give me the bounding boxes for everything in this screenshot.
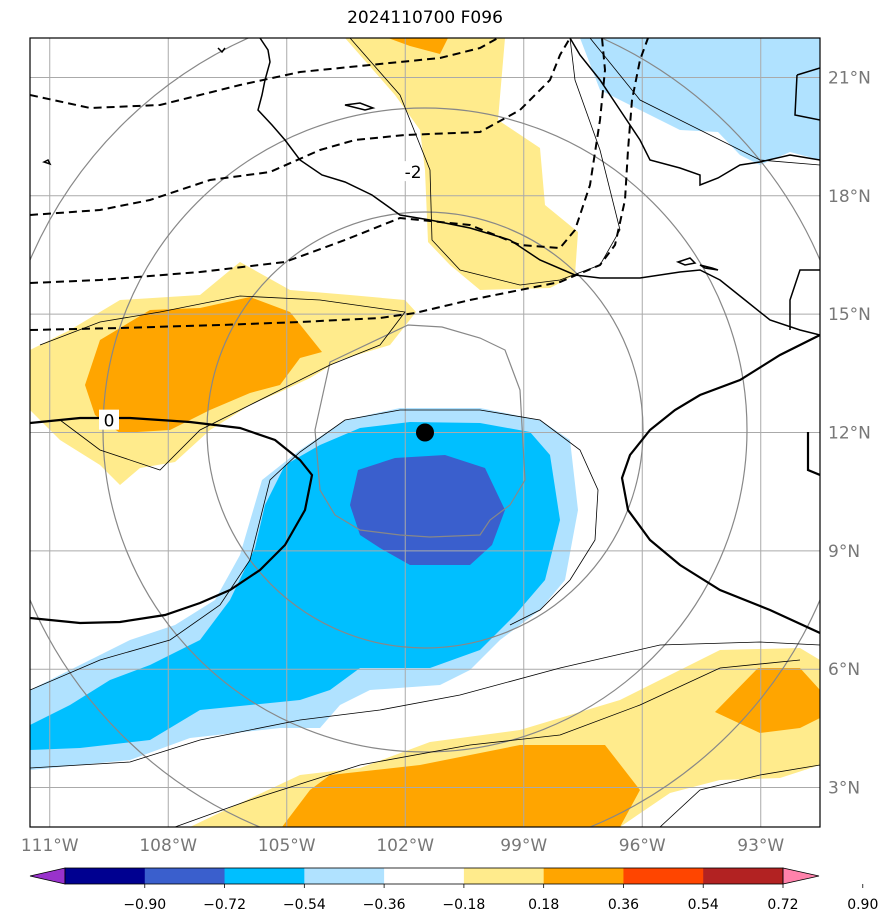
zero-contour-northeast <box>806 432 820 477</box>
thin-contours <box>30 38 820 827</box>
longitude-label-4: 99°W <box>500 836 547 856</box>
positive-anomaly-region-north <box>345 38 578 290</box>
contour-label-1: 0 <box>104 412 115 432</box>
colorbar-label-3: −0.36 <box>363 897 406 913</box>
storm-center-marker <box>416 423 434 442</box>
dashed-contour-4 <box>30 38 649 331</box>
dashed-contours <box>30 38 649 331</box>
range-circle-inner <box>314 324 526 538</box>
map-title: 2024110700 F096 <box>347 8 503 28</box>
coastline-baja <box>217 47 226 54</box>
colorbar-label-4: −0.18 <box>442 897 485 913</box>
zero-contour-west <box>30 416 314 625</box>
strong-positive-anomaly-east <box>715 668 820 733</box>
longitude-labels: 111°W 108°W 105°W 102°W 99°W 96°W 93°W <box>21 836 785 856</box>
negative-anomaly-region-northeast <box>580 38 820 165</box>
colorbar-label-7: 0.54 <box>688 897 719 913</box>
colorbar-extend-low <box>29 867 66 885</box>
contour-label-0: -2 <box>405 163 422 183</box>
thin-contour-north <box>349 38 621 286</box>
strong-positive-anomaly-north <box>388 38 448 54</box>
range-circle-3 <box>102 107 748 753</box>
island-2 <box>42 158 52 166</box>
colorbar-segment-5 <box>463 868 545 884</box>
map-plot-area: -2 0 <box>30 38 820 827</box>
thin-contour-west <box>30 409 599 691</box>
colorbar-label-2: −0.54 <box>283 897 326 913</box>
latitude-label-0: 3°N <box>828 779 860 799</box>
strong-positive-anomaly-south <box>282 745 640 827</box>
colorbar: −0.90 −0.72 −0.54 −0.36 −0.18 0.18 0.36 0.54 0.7… <box>29 867 878 913</box>
colorbar-segment-1 <box>144 868 226 884</box>
longitude-label-6: 93°W <box>737 836 784 856</box>
map-frame <box>29 37 821 828</box>
contour-label-bg-1 <box>99 409 119 430</box>
colorbar-label-8: 0.72 <box>767 897 798 913</box>
colorbar-label-5: 0.18 <box>528 897 559 913</box>
colorbar-segment-0 <box>65 868 146 884</box>
contour-labels: -2 0 <box>99 161 424 432</box>
colorbar-label-1: −0.72 <box>203 897 246 913</box>
island-1 <box>344 102 376 111</box>
latitude-label-5: 18°N <box>828 187 871 207</box>
longitude-label-1: 108°W <box>139 836 197 856</box>
longitude-label-2: 105°W <box>258 836 316 856</box>
thin-contour-northeast <box>589 38 820 166</box>
thick-contours <box>30 334 820 634</box>
colorbar-segment-7 <box>623 868 704 884</box>
colorbar-segment-3 <box>304 868 385 884</box>
latitude-label-6: 21°N <box>828 68 871 88</box>
strong-positive-anomaly-west <box>85 297 322 433</box>
thin-contour-southeast <box>174 659 801 827</box>
colorbar-segment-8 <box>703 868 784 884</box>
colorbar-label-6: 0.36 <box>608 897 639 913</box>
colorbar-label-9: 0.90 <box>847 897 878 913</box>
contour-label-bg-0 <box>403 161 424 182</box>
thin-contour-east <box>659 764 820 827</box>
range-circle-2 <box>206 211 644 649</box>
strong-negative-anomaly-core <box>350 455 505 565</box>
coastline-central-america <box>789 269 820 330</box>
latitude-label-3: 12°N <box>828 424 871 444</box>
latitude-label-4: 15°N <box>828 305 871 325</box>
colorbar-segment-2 <box>224 868 305 884</box>
latitude-label-2: 9°N <box>828 542 860 562</box>
zero-contour-east <box>620 334 820 634</box>
dashed-contour-2 <box>30 38 571 216</box>
colorbar-outline <box>64 867 784 885</box>
longitude-label-0: 111°W <box>21 836 79 856</box>
colorbar-label-0: −0.90 <box>123 897 166 913</box>
thin-contour-northwest <box>39 295 406 471</box>
longitude-label-3: 102°W <box>376 836 434 856</box>
colorbar-segment-6 <box>543 868 624 884</box>
thin-contour-south <box>30 641 820 769</box>
colorbar-segment-4 <box>384 868 465 884</box>
island-4 <box>699 264 719 271</box>
colorbar-extend-high <box>782 867 820 885</box>
coastline-yucatan <box>794 67 820 121</box>
latitude-label-1: 6°N <box>828 660 860 680</box>
dashed-contour-1 <box>30 38 499 110</box>
island-3 <box>675 257 697 266</box>
dashed-contour-3 <box>30 38 607 284</box>
graticule <box>30 38 820 827</box>
longitude-label-5: 96°W <box>619 836 666 856</box>
range-circles <box>30 38 820 827</box>
latitude-labels: 3°N 6°N 9°N 12°N 15°N 18°N 21°N <box>828 68 871 798</box>
